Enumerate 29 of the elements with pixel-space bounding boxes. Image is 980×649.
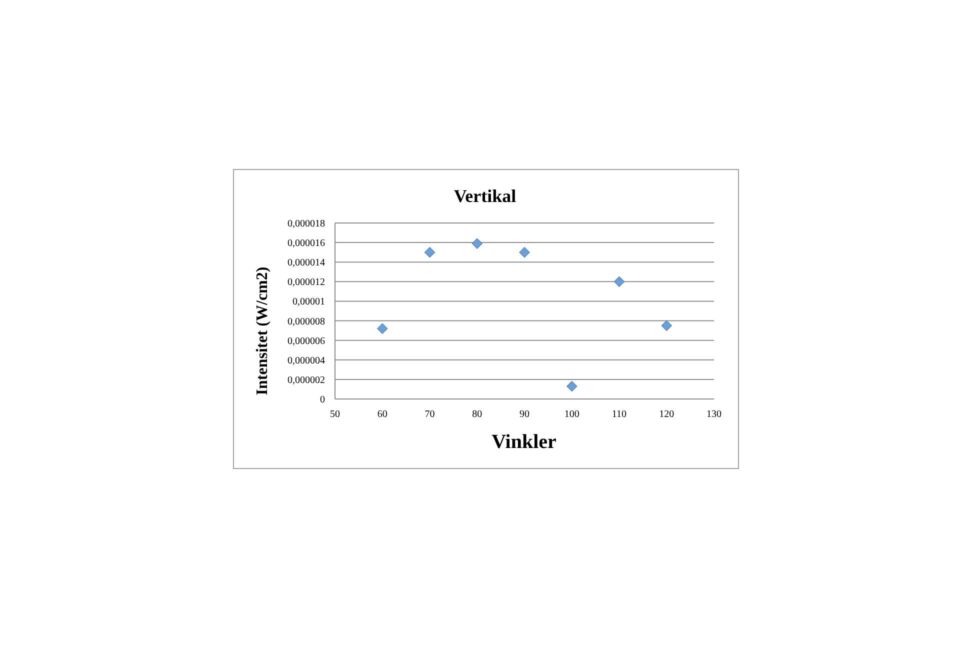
x-tick-label: 100 bbox=[564, 409, 580, 420]
point bbox=[424, 247, 436, 258]
point bbox=[566, 380, 578, 392]
point bbox=[661, 320, 672, 331]
chart-title: Vertikal bbox=[454, 186, 516, 206]
y-tick-label: 0 bbox=[320, 394, 325, 406]
x-tick-label: 60 bbox=[377, 409, 388, 420]
x-tick-label: 130 bbox=[706, 409, 722, 420]
x-tick-label: 80 bbox=[472, 409, 482, 420]
y-tick-label: 0,000018 bbox=[288, 218, 325, 230]
x-tick-label: 120 bbox=[659, 409, 674, 420]
point bbox=[377, 323, 388, 334]
x-tick-label: 110 bbox=[612, 409, 627, 420]
x-tick-label: 70 bbox=[424, 409, 435, 420]
x-axis-title: Vinkler bbox=[492, 431, 557, 453]
x-tick-label: 50 bbox=[330, 409, 340, 420]
y-tick-label: 0,000008 bbox=[288, 316, 325, 328]
y-tick-label: 0,000012 bbox=[288, 277, 325, 288]
y-tick-label: 0,000002 bbox=[288, 374, 325, 386]
y-tick-label: 0,000004 bbox=[288, 355, 325, 366]
point bbox=[472, 238, 482, 249]
point bbox=[519, 247, 530, 258]
y-tick-label: 0,00001 bbox=[292, 296, 325, 308]
y-axis-title: Intensitet (W/cm2) bbox=[254, 266, 271, 396]
point bbox=[614, 276, 625, 287]
y-tick-label: 0,000016 bbox=[288, 238, 325, 250]
y-tick-label: 0,000006 bbox=[288, 336, 325, 347]
x-tick-label: 90 bbox=[520, 409, 530, 420]
y-tick-label: 0,000014 bbox=[288, 258, 325, 269]
